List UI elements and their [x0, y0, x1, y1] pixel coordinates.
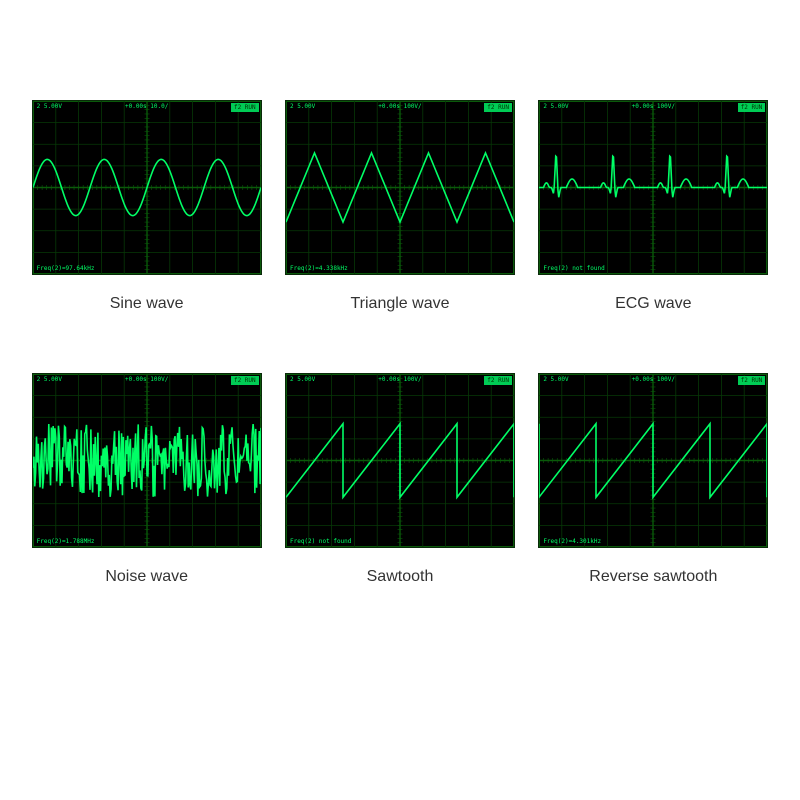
- scope-run-badge: f2 RUN: [738, 103, 766, 112]
- scope-header-left: 2 5.00V: [290, 103, 315, 110]
- scope-cell-sawtooth: 2 5.00V +0.00s 100V/f2 RUN Freq(2) not fou…: [283, 373, 516, 586]
- scope-header-mid: +0.00s 100V/: [378, 103, 421, 110]
- scope-footer: Freq(2)=97.64kHz: [37, 265, 95, 272]
- scope-header-left: 2 5.00V: [290, 376, 315, 383]
- oscilloscope-ecg: 2 5.00V +0.00s 100V/f2 RUN Freq(2) not fou…: [538, 100, 768, 275]
- caption-sawtooth: Sawtooth: [367, 568, 434, 586]
- scope-run-badge: f2 RUN: [484, 376, 512, 385]
- oscilloscope-sine: 2 5.00V +0.00s 10.0/f2 RUN Freq(2)=97.64kH…: [32, 100, 262, 275]
- scope-header-left: 2 5.00V: [543, 376, 568, 383]
- scope-header-mid: +0.00s 100V/: [125, 376, 168, 383]
- scope-footer: Freq(2) not found: [543, 265, 604, 272]
- scope-cell-sine: 2 5.00V +0.00s 10.0/f2 RUN Freq(2)=97.64kH…: [30, 100, 263, 313]
- scope-header-mid: +0.00s 100V/: [632, 376, 675, 383]
- scope-run-badge: f2 RUN: [231, 376, 259, 385]
- scope-header-left: 2 5.00V: [37, 103, 62, 110]
- caption-sine: Sine wave: [110, 295, 184, 313]
- caption-revsaw: Reverse sawtooth: [589, 568, 717, 586]
- oscilloscope-noise: 2 5.00V +0.00s 100V/f2 RUN Freq(2)=1.788MH…: [32, 373, 262, 548]
- scope-footer: Freq(2)=4.301kHz: [543, 538, 601, 545]
- caption-triangle: Triangle wave: [350, 295, 449, 313]
- oscilloscope-triangle: 2 5.00V +0.00s 100V/f2 RUN Freq(2)=4.338kH…: [285, 100, 515, 275]
- scope-grid: 2 5.00V +0.00s 10.0/f2 RUN Freq(2)=97.64kH…: [30, 100, 770, 586]
- scope-footer: Freq(2)=1.788MHz: [37, 538, 95, 545]
- scope-header-left: 2 5.00V: [37, 376, 62, 383]
- scope-header-left: 2 5.00V: [543, 103, 568, 110]
- scope-cell-noise: 2 5.00V +0.00s 100V/f2 RUN Freq(2)=1.788MH…: [30, 373, 263, 586]
- scope-cell-triangle: 2 5.00V +0.00s 100V/f2 RUN Freq(2)=4.338kH…: [283, 100, 516, 313]
- scope-footer: Freq(2) not found: [290, 538, 351, 545]
- scope-header-mid: +0.00s 100V/: [378, 376, 421, 383]
- scope-run-badge: f2 RUN: [738, 376, 766, 385]
- caption-ecg: ECG wave: [615, 295, 691, 313]
- scope-run-badge: f2 RUN: [231, 103, 259, 112]
- scope-header-mid: +0.00s 100V/: [632, 103, 675, 110]
- scope-cell-ecg: 2 5.00V +0.00s 100V/f2 RUN Freq(2) not fou…: [537, 100, 770, 313]
- caption-noise: Noise wave: [105, 568, 188, 586]
- scope-header-mid: +0.00s 10.0/: [125, 103, 168, 110]
- oscilloscope-revsaw: 2 5.00V +0.00s 100V/f2 RUN Freq(2)=4.301kH…: [538, 373, 768, 548]
- scope-run-badge: f2 RUN: [484, 103, 512, 112]
- scope-footer: Freq(2)=4.338kHz: [290, 265, 348, 272]
- scope-cell-revsaw: 2 5.00V +0.00s 100V/f2 RUN Freq(2)=4.301kH…: [537, 373, 770, 586]
- oscilloscope-sawtooth: 2 5.00V +0.00s 100V/f2 RUN Freq(2) not fou…: [285, 373, 515, 548]
